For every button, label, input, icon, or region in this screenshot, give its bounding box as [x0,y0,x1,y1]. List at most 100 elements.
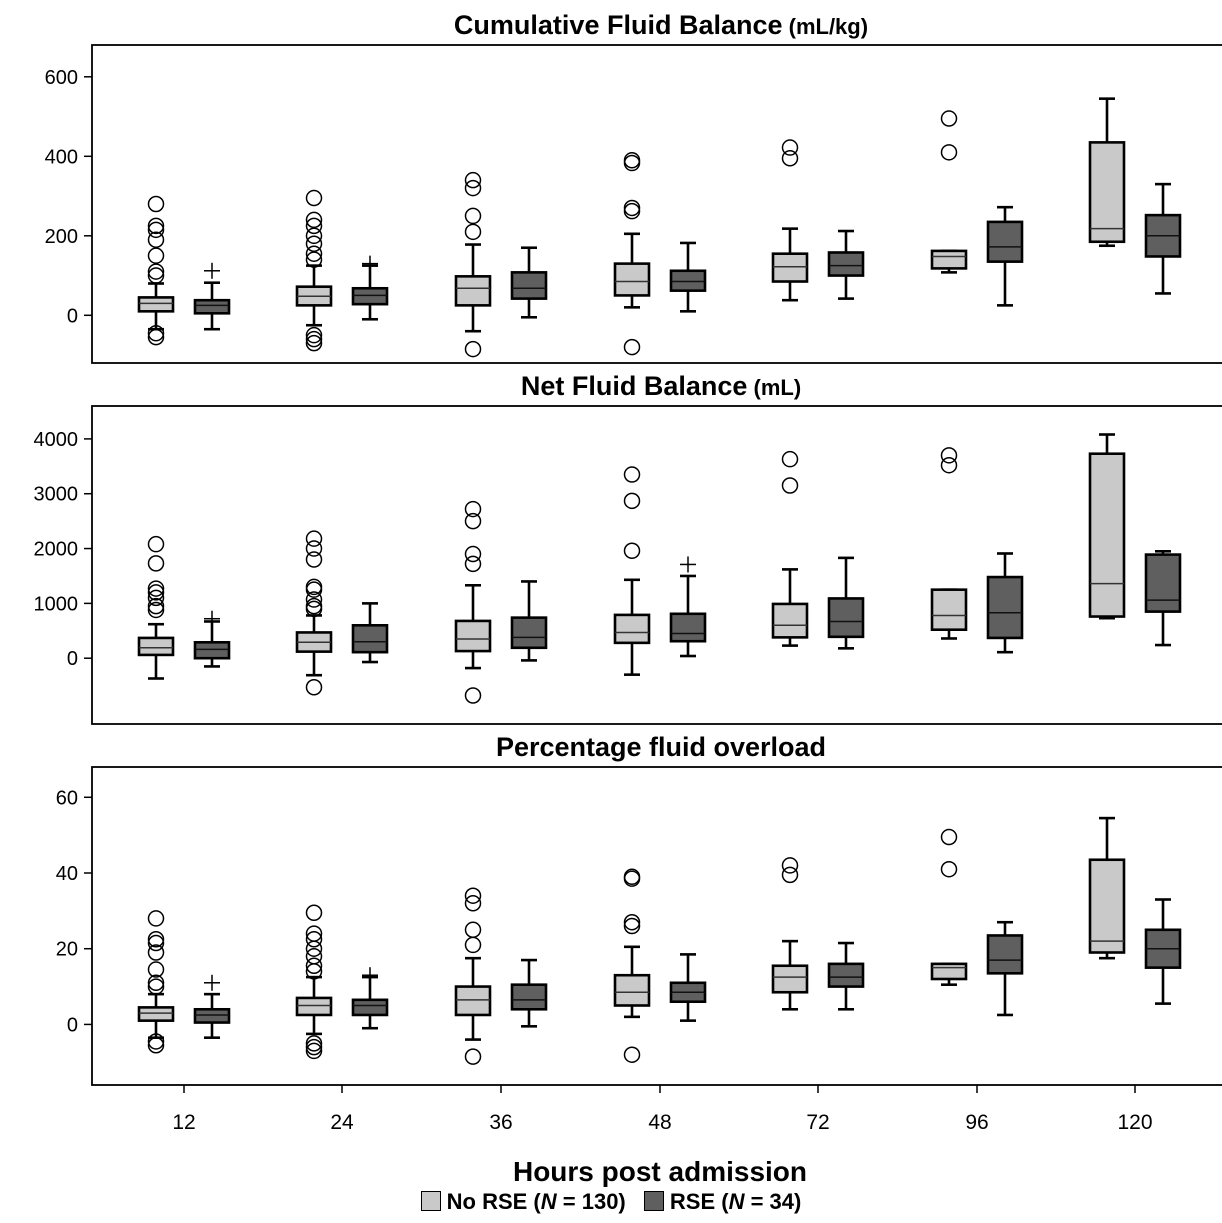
outlier-point [623,466,641,483]
y-tick-label: 0 [67,648,78,670]
legend-label-rse-suffix: = 34) [744,1189,802,1214]
x-tick-label: 120 [1117,1111,1152,1134]
outlier-point [940,447,958,464]
box-body [351,998,389,1017]
outlier-point [305,540,323,557]
outlier-point [623,917,641,935]
outlier-point [940,828,958,846]
box-body [930,962,968,981]
box-body [669,612,707,643]
box-rse-24 [351,255,389,321]
box-rse-72 [827,229,865,300]
outlier-point [147,221,165,239]
outlier-point [305,211,323,229]
outlier-point [147,267,165,284]
outlier-point [305,330,323,348]
x-tick-label: 48 [648,1111,671,1134]
outlier-point [147,217,165,235]
box-body [137,1006,175,1022]
box-no-rse-72 [771,857,809,1011]
box-no-rse-96 [930,828,968,986]
outlier-point [305,1038,323,1056]
box-no-rse-24 [295,189,333,352]
box-body [295,996,333,1017]
box-no-rse-48 [613,152,651,356]
outlier-point [464,223,482,241]
outlier-point [147,931,165,948]
box-body [351,286,389,306]
legend: No RSE (N = 130) RSE (N = 34) [0,1189,1222,1215]
y-tick-label: 20 [56,939,78,961]
box-body [986,220,1024,263]
x-tick-label: 36 [489,1111,512,1134]
box-no-rse-120 [1088,816,1126,960]
outlier-point [305,578,323,596]
box-rse-96 [986,552,1024,654]
outlier-point [147,555,165,572]
y-tick-label: 0 [67,1014,78,1036]
box-body [137,296,175,313]
box-body [1088,141,1126,244]
box-rse-120 [1144,549,1182,647]
outlier-point [147,589,165,607]
outlier-point [305,957,323,974]
outlier-point [147,1033,165,1050]
box-body [771,602,809,639]
legend-label-rse-prefix: RSE ( [669,1189,729,1214]
outlier-point [147,1037,165,1054]
box-no-rse-96 [930,110,968,274]
box-rse-36 [510,580,548,662]
legend-label-no-rse-suffix: = 130) [556,1189,626,1214]
box-no-rse-48 [613,466,651,676]
outlier-point [305,679,323,696]
y-tick-label: 600 [45,67,78,89]
outlier-point [940,456,958,474]
box-rse-24 [351,602,389,664]
box-no-rse-36 [454,171,492,358]
outlier-point [940,860,958,878]
outlier-point [464,340,482,358]
box-no-rse-24 [295,904,333,1060]
outlier-point [623,492,641,510]
outlier-point [147,263,165,280]
outlier-point [623,338,641,356]
outlier-point [147,324,165,342]
outlier-point [305,189,323,207]
y-tick-label: 3000 [34,484,79,506]
outlier-point [305,227,323,245]
box-body [771,964,809,994]
outlier-point [147,974,165,992]
outlier-point [147,584,165,601]
box-no-rse-24 [295,530,333,696]
outlier-point [305,904,323,921]
outlier-point [147,934,165,952]
y-tick-label: 40 [56,863,78,885]
panel-title-text: Cumulative Fluid Balance [454,10,783,40]
box-no-rse-120 [1088,97,1126,248]
box-no-rse-72 [771,139,809,302]
panel-title-unit: (mL) [747,375,801,400]
box-rse-36 [510,246,548,319]
panel-3: Percentage fluid overload 0 20 40 60 [56,732,1222,1086]
outlier-point [781,139,799,156]
panel-title: Net Fluid Balance (mL) [521,371,801,401]
outlier-point [305,235,323,252]
box-body [454,619,492,653]
y-tick-label: 2000 [34,539,79,561]
outlier-point [464,545,482,563]
outlier-point [623,202,641,220]
box-body [454,985,492,1017]
outlier-point [305,334,323,352]
panel-title: Cumulative Fluid Balance (mL/kg) [454,10,868,40]
panel-title-text: Percentage fluid overload [496,732,826,762]
plot-frame [91,44,1222,364]
box-body [613,262,651,297]
y-tick-label: 1000 [34,593,79,615]
box-body [613,613,651,645]
outlier-point [147,597,165,615]
legend-item-rse: RSE (N = 34) [643,1189,802,1215]
box-no-rse-36 [454,500,492,704]
box-rse-72 [827,556,865,650]
outlier-point [464,179,482,197]
box-body [454,275,492,307]
